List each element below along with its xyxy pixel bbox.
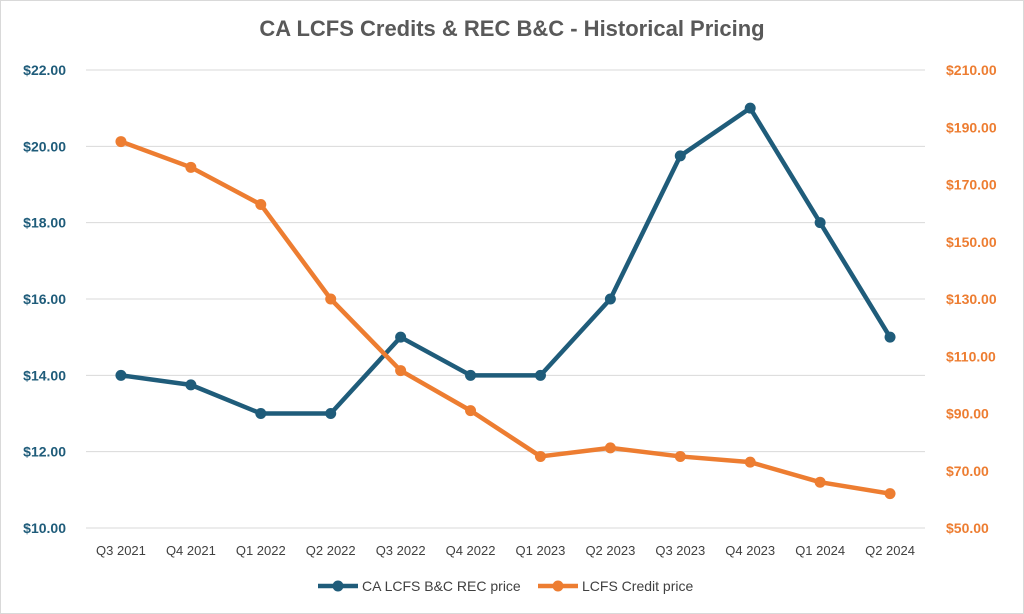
rec-data-point <box>325 408 337 419</box>
rec-data-point <box>255 408 267 419</box>
gridlines <box>86 69 925 529</box>
lcfs-credit-data-point <box>814 476 826 488</box>
right-tick-label: $150.00 <box>946 234 997 250</box>
lcfs-credit-data-point <box>674 450 686 462</box>
right-tick-label: $210.00 <box>946 62 997 78</box>
right-tick-label: $110.00 <box>946 348 996 364</box>
left-axis-ticks: $22.00 $20.00 $18.00 $16.00 $14.00 $12.00 $10.… <box>23 62 66 536</box>
left-tick-label: $16.00 <box>23 291 66 307</box>
x-tick-label: Q4 2021 <box>166 543 216 558</box>
right-tick-label: $130.00 <box>946 291 997 307</box>
right-axis-ticks: $210.00 $190.00 $170.00 $150.00 $130.00 $110.… <box>946 62 997 536</box>
lcfs-credit-data-point <box>884 488 896 500</box>
lcfs-credit-data-point <box>395 365 407 377</box>
lcfs-credit-series-line <box>118 139 893 496</box>
lcfs-credit-data-point <box>255 199 267 211</box>
rec-legend-marker <box>332 580 344 592</box>
left-tick-label: $22.00 <box>23 62 66 78</box>
x-tick-label: Q2 2022 <box>306 543 356 558</box>
rec-data-point <box>185 379 197 391</box>
left-tick-label: $14.00 <box>23 367 66 383</box>
x-tick-label: Q3 2023 <box>655 543 705 558</box>
left-tick-label: $12.00 <box>23 444 66 460</box>
x-tick-label: Q2 2024 <box>865 543 915 558</box>
right-tick-label: $70.00 <box>946 463 989 479</box>
x-tick-label: Q1 2024 <box>795 543 845 558</box>
x-tick-label: Q1 2023 <box>516 543 566 558</box>
rec-data-point <box>534 369 546 381</box>
lcfs-credit-data-point <box>185 161 197 173</box>
x-tick-label: Q3 2022 <box>376 543 426 558</box>
lcfs-credit-data-point <box>115 136 127 148</box>
x-tick-label: Q4 2022 <box>446 543 496 558</box>
left-tick-label: $18.00 <box>23 215 66 231</box>
rec-data-point <box>884 331 896 343</box>
left-tick-label: $20.00 <box>23 138 66 154</box>
x-tick-label: Q1 2022 <box>236 543 286 558</box>
rec-data-point <box>465 369 477 381</box>
rec-legend-label: CA LCFS B&C REC price <box>362 578 521 594</box>
right-tick-label: $50.00 <box>946 520 989 536</box>
lcfs-credit-data-point <box>325 293 337 305</box>
rec-data-point <box>604 293 616 305</box>
left-tick-label: $10.00 <box>23 520 66 536</box>
rec-data-point <box>115 369 127 381</box>
lcfs-credit-legend-label: LCFS Credit price <box>582 578 693 594</box>
rec-data-point <box>814 217 826 229</box>
rec-series-line <box>118 105 893 416</box>
lcfs-credit-legend-marker <box>552 580 564 592</box>
lcfs-credit-data-point <box>465 405 477 417</box>
x-tick-label: Q4 2023 <box>725 543 775 558</box>
rec-data-point <box>744 102 756 114</box>
legend: CA LCFS B&C REC price LCFS Credit price <box>318 578 693 594</box>
x-tick-label: Q2 2023 <box>585 543 635 558</box>
lcfs-credit-data-point <box>534 450 546 462</box>
lcfs-credit-data-point <box>744 456 756 468</box>
rec-data-point <box>674 150 686 162</box>
x-tick-label: Q3 2021 <box>96 543 146 558</box>
chart-title: CA LCFS Credits & REC B&C - Historical P… <box>259 16 765 41</box>
series-layer <box>115 102 896 500</box>
right-tick-label: $190.00 <box>946 119 997 135</box>
lcfs-credit-data-point <box>604 442 616 454</box>
right-tick-label: $90.00 <box>946 406 989 422</box>
x-axis-ticks: Q3 2021 Q4 2021 Q1 2022 Q2 2022 Q3 2022 Q4 20… <box>96 543 915 558</box>
rec-data-point <box>395 331 407 343</box>
right-tick-label: $170.00 <box>946 177 997 193</box>
